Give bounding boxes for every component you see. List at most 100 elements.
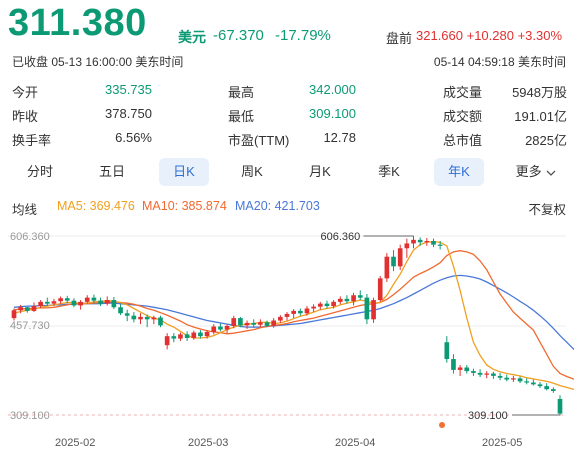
candle <box>457 365 463 376</box>
candle <box>444 336 450 363</box>
candle <box>118 304 123 316</box>
candle-body <box>491 373 496 376</box>
candle-body <box>484 373 490 375</box>
candle <box>11 308 17 321</box>
candle <box>497 372 503 381</box>
candle <box>551 387 556 393</box>
premarket-timestamp: 05-14 04:59:18 美东时间 <box>433 55 566 69</box>
x-tick-label: 2025-03 <box>188 437 228 449</box>
stat-value: 342.000 <box>309 82 356 97</box>
candle <box>238 316 243 328</box>
candlestick-chart[interactable]: 606.360 457.730 309.100 2025-02 2025-03 … <box>0 218 574 455</box>
y-tick-label: 457.730 <box>10 320 50 332</box>
tab-more[interactable]: 更多 <box>508 158 564 186</box>
candle-body <box>384 256 390 279</box>
candle-body <box>397 248 403 267</box>
premarket-values: 321.660 +10.280 +3.30% <box>416 28 563 43</box>
candle-body <box>51 301 57 304</box>
stat-value: 6.56% <box>115 130 152 145</box>
candle-body <box>138 316 143 320</box>
candle <box>511 375 516 382</box>
x-tick-label: 2025-04 <box>335 437 375 449</box>
candle <box>291 309 296 319</box>
candle <box>317 301 323 310</box>
candle <box>144 314 150 328</box>
adjust-toggle[interactable]: 不复权 <box>528 203 566 217</box>
candle <box>364 294 370 325</box>
candle-body <box>557 398 563 414</box>
price-currency: 美元 <box>178 29 206 45</box>
candle-body <box>431 241 436 245</box>
candle <box>224 324 230 334</box>
stat-prev-close: 昨收 378.750 <box>12 106 152 124</box>
candle <box>38 300 43 309</box>
candle-body <box>31 306 37 311</box>
stat-label: 成交额 <box>443 109 483 124</box>
candle-body <box>517 378 523 382</box>
candle <box>211 324 217 335</box>
y-tick-label: 309.100 <box>10 410 50 422</box>
tab-yearly-k[interactable]: 年K <box>434 158 484 186</box>
candle-body <box>151 317 157 320</box>
stat-value: 12.78 <box>323 130 356 145</box>
tab-weekly-k[interactable]: 周K <box>241 164 263 179</box>
candle-body <box>524 381 530 383</box>
candle <box>404 238 410 258</box>
candle-body <box>131 315 137 320</box>
candle-body <box>78 301 83 306</box>
x-tick-label: 2025-05 <box>482 437 522 449</box>
candle <box>91 294 97 304</box>
candle-body <box>377 278 383 301</box>
stat-label: 昨收 <box>12 109 39 124</box>
candle <box>304 306 310 316</box>
candle-body <box>444 342 450 360</box>
candle <box>178 332 183 341</box>
last-price: 311.380 <box>8 2 147 44</box>
stat-value: 5948万股 <box>512 85 567 100</box>
tab-daily-k[interactable]: 日K <box>159 158 209 186</box>
candle-body <box>58 298 63 302</box>
candle-body <box>198 332 203 337</box>
stat-value: 2825亿 <box>525 133 567 148</box>
candle-body <box>184 334 190 338</box>
candle-body <box>271 320 277 326</box>
stat-value: 191.01亿 <box>514 109 567 124</box>
candle-body <box>477 372 483 375</box>
stat-market-cap: 总市值 2825亿 <box>443 130 567 148</box>
candle <box>271 318 277 328</box>
candle-body <box>371 300 376 320</box>
candle-body <box>304 308 310 314</box>
candle-body <box>244 322 250 326</box>
high-marker-label: 606.360 <box>321 231 361 243</box>
tab-monthly-k[interactable]: 月K <box>309 164 331 179</box>
tab-five-day[interactable]: 五日 <box>98 164 125 179</box>
candle <box>111 297 117 310</box>
low-marker-label: 309.100 <box>468 410 508 422</box>
ma5-legend: MA5: 369.476 <box>57 199 135 213</box>
candle-body <box>64 298 70 301</box>
candle-body <box>91 297 97 301</box>
candle-body <box>337 298 343 302</box>
stat-label: 市盈(TTM) <box>228 133 290 148</box>
ma10-legend: MA10: 385.874 <box>142 199 227 213</box>
candle-body <box>344 298 350 302</box>
candle <box>184 331 190 341</box>
candle-body <box>44 301 50 304</box>
candle <box>164 333 170 350</box>
stat-label: 最高 <box>228 85 255 100</box>
candle <box>284 312 290 321</box>
candle-body <box>471 371 476 373</box>
candle-body <box>251 322 257 325</box>
candle <box>531 379 536 386</box>
candle <box>491 371 496 379</box>
candle <box>191 330 197 340</box>
candle-body <box>417 239 423 243</box>
candle-body <box>118 307 123 314</box>
candle-body <box>391 256 396 267</box>
candle <box>424 238 430 246</box>
candle <box>484 371 490 379</box>
candle-body <box>364 297 370 320</box>
tab-intraday[interactable]: 分时 <box>26 164 53 179</box>
candle-body <box>504 377 510 380</box>
tab-quarterly-k[interactable]: 季K <box>378 164 400 179</box>
